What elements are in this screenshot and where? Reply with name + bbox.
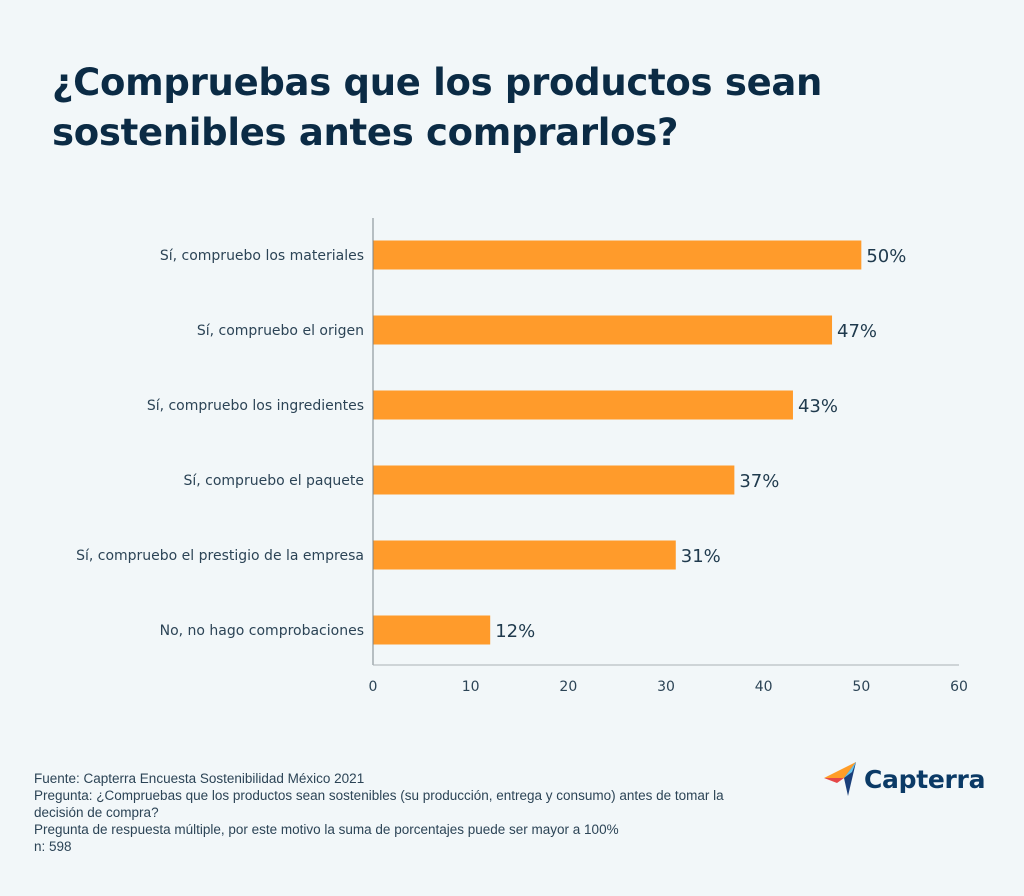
data-label: 37% <box>739 471 779 492</box>
x-tick-label: 10 <box>462 679 480 695</box>
x-tick-label: 60 <box>950 679 968 695</box>
capterra-logo: Capterra <box>824 760 985 798</box>
bar-chart: Sí, compruebo los materiales 50% Sí, compr… <box>76 218 968 695</box>
bar <box>373 615 491 645</box>
chart-title: ¿Compruebas que los productos sean soste… <box>52 58 912 158</box>
data-label: 31% <box>681 546 721 567</box>
title-line-1: ¿Compruebas que los productos sean <box>52 61 823 104</box>
title-line-2: sostenibles antes comprarlos? <box>52 111 679 154</box>
bar <box>373 240 862 270</box>
x-tick-label: 0 <box>369 679 378 695</box>
data-label: 50% <box>866 246 906 267</box>
logo-text: Capterra <box>864 764 986 794</box>
x-tick-label: 40 <box>755 679 773 695</box>
category-label: Sí, compruebo el paquete <box>183 473 364 489</box>
category-label: Sí, compruebo los ingredientes <box>147 398 364 414</box>
bar <box>373 465 735 495</box>
question-note-1: Pregunta: ¿Compruebas que los productos … <box>34 788 724 803</box>
data-label: 47% <box>837 321 877 342</box>
multiple-response-note: Pregunta de respuesta múltiple, por este… <box>34 822 619 837</box>
x-tick-label: 50 <box>852 679 870 695</box>
category-label: No, no hago comprobaciones <box>160 623 364 639</box>
x-tick-label: 20 <box>559 679 577 695</box>
source-note: Fuente: Capterra Encuesta Sostenibilidad… <box>34 771 365 786</box>
bar <box>373 540 676 570</box>
category-label: Sí, compruebo los materiales <box>160 248 364 264</box>
bar <box>373 315 833 345</box>
data-label: 12% <box>495 621 535 642</box>
question-note-2: decisión de compra? <box>34 805 159 820</box>
data-label: 43% <box>798 396 838 417</box>
category-label: Sí, compruebo el origen <box>197 323 364 339</box>
x-tick-label: 30 <box>657 679 675 695</box>
sample-size: n: 598 <box>34 839 72 854</box>
bar <box>373 390 793 420</box>
chart-footer: Fuente: Capterra Encuesta Sostenibilidad… <box>34 770 794 855</box>
category-label: Sí, compruebo el prestigio de la empresa <box>76 548 364 564</box>
capterra-arrow-icon <box>824 762 856 796</box>
